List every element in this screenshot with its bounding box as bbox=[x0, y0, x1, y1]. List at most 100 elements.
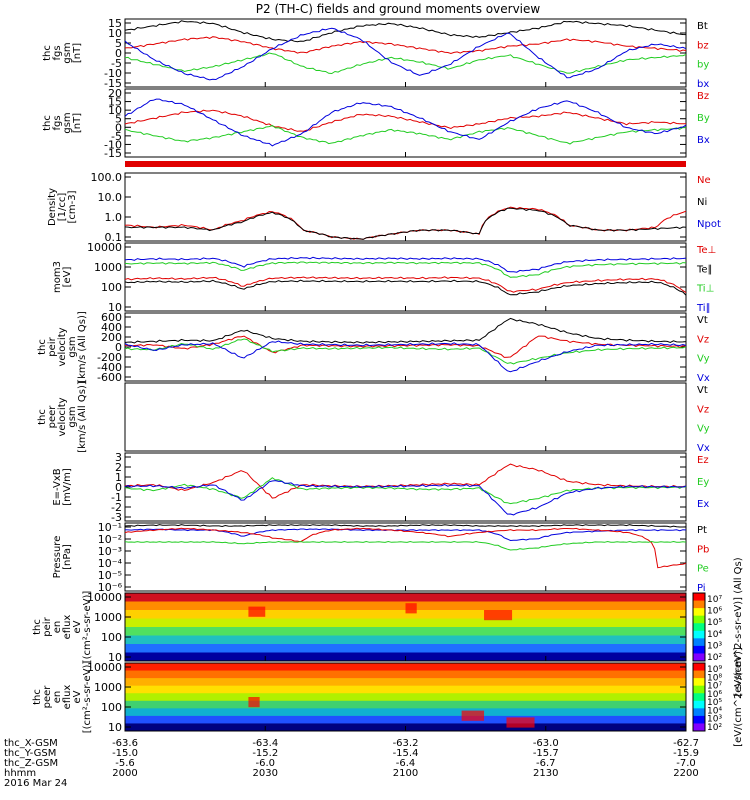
y-axis-label: [nT] bbox=[72, 43, 83, 63]
y-tick-label: -600 bbox=[97, 371, 122, 384]
y-tick-label: 10.0 bbox=[98, 191, 123, 204]
x-tick-label: 2000 bbox=[112, 768, 137, 779]
y-axis-label: fgs bbox=[52, 45, 63, 60]
colorbar-segment bbox=[693, 715, 705, 724]
colorbar-segment bbox=[693, 685, 705, 694]
y-axis-label: peer bbox=[42, 685, 53, 709]
y-tick-label: 10 bbox=[108, 651, 122, 664]
legend-entry: Pb bbox=[697, 544, 709, 555]
y-axis-label: en bbox=[52, 691, 63, 704]
legend-entry: Te∥ bbox=[696, 264, 713, 275]
colorbar-tick-label: 10⁶ bbox=[707, 607, 722, 617]
colorbar-tick-label: 10⁵ bbox=[707, 698, 722, 708]
y-tick-label: -15 bbox=[104, 77, 122, 90]
spectrogram-hotspot bbox=[248, 697, 260, 708]
y-axis-label: thc bbox=[32, 689, 43, 705]
series-Pb bbox=[124, 527, 687, 569]
y-tick-label: 15 bbox=[108, 17, 122, 30]
x-tick-label: -7.0 bbox=[676, 758, 696, 769]
y-tick-label: 10000 bbox=[87, 591, 122, 604]
y-tick-label: 20 bbox=[108, 87, 122, 100]
y-axis-label: eflux bbox=[62, 615, 73, 640]
colorbar-tick-label: 10⁴ bbox=[707, 630, 722, 640]
legend-entry: Ez bbox=[697, 455, 709, 466]
legend-entry: Ti⊥ bbox=[696, 284, 714, 295]
legend-entry: Vy bbox=[697, 354, 710, 365]
spectrogram-band bbox=[125, 593, 686, 602]
x-tick-label: -63.0 bbox=[533, 738, 559, 749]
legend-entry: Pe bbox=[697, 564, 709, 575]
colorbar-label: [eV/(cm^2-s-sr-eV)] bbox=[733, 647, 744, 747]
plot-title: P2 (TH-C) fields and ground moments over… bbox=[256, 2, 541, 16]
y-axis-label: thc bbox=[32, 619, 43, 635]
y-tick-label: 1000 bbox=[94, 611, 122, 624]
y-axis-label: [nT] bbox=[72, 113, 83, 133]
colorbar-frame bbox=[692, 592, 706, 662]
panel-frame bbox=[124, 522, 687, 592]
legend-entry: Ex bbox=[697, 499, 709, 510]
x-tick-label: -62.7 bbox=[673, 738, 699, 749]
legend-entry: bz bbox=[697, 40, 709, 51]
y-tick-label: 10⁻² bbox=[98, 533, 122, 546]
colorbar-segment bbox=[693, 723, 705, 732]
y-tick-label: -10 bbox=[104, 138, 122, 151]
y-axis-label: [1/cc] bbox=[57, 193, 68, 222]
series-By bbox=[124, 124, 687, 145]
y-axis-label: [cm-3] bbox=[67, 190, 78, 223]
y-tick-label: -5 bbox=[111, 130, 122, 143]
legend-entry: Pt bbox=[697, 525, 707, 536]
legend-entry: Ni bbox=[697, 197, 707, 208]
y-tick-label: 10 bbox=[108, 104, 122, 117]
colorbar-segment bbox=[693, 630, 705, 639]
series-bz bbox=[124, 36, 687, 55]
y-axis-label: velocity bbox=[57, 327, 68, 366]
colorbar-tick-label: 10⁶ bbox=[707, 690, 722, 700]
y-tick-label: 10 bbox=[108, 721, 122, 734]
panel-frame bbox=[124, 18, 687, 88]
y-axis-label: gsm bbox=[67, 406, 78, 427]
legend-entry: Vx bbox=[697, 373, 710, 384]
series-Ey bbox=[124, 477, 687, 505]
legend-entry: Vx bbox=[697, 443, 710, 454]
legend-entry: Te⊥ bbox=[696, 245, 716, 256]
spectrogram-band bbox=[125, 610, 686, 619]
y-tick-label: 0 bbox=[115, 47, 122, 60]
y-axis-label: thc bbox=[37, 339, 48, 355]
y-axis-label: en bbox=[52, 621, 63, 634]
y-tick-label: 10 bbox=[108, 301, 122, 314]
y-axis-label: [km/s (All Qs)] bbox=[77, 381, 88, 453]
spectrogram-band bbox=[125, 708, 686, 717]
series-Pt bbox=[124, 524, 687, 528]
y-axis-label: gsm bbox=[62, 42, 73, 63]
x-axis-row-label: thc_X-GSM bbox=[4, 738, 58, 749]
x-tick-label: -6.7 bbox=[536, 758, 556, 769]
colorbar-label: [eV/(cm^2-s-sr-eV)] (All Qs) bbox=[733, 557, 744, 696]
legend-entry: Bz bbox=[697, 91, 709, 102]
colorbar-tick-label: 10² bbox=[707, 723, 722, 733]
panel-pressure: 10⁻¹10⁻²10⁻³10⁻⁴10⁻⁵10⁻⁶ Pressure [nPa] Pt P… bbox=[52, 521, 709, 594]
legend-entry: Bx bbox=[697, 135, 710, 146]
legend-entry: Vz bbox=[697, 334, 709, 345]
colorbar-tick-label: 10⁵ bbox=[707, 618, 722, 628]
spectrogram-band bbox=[125, 663, 686, 672]
y-tick-label: 600 bbox=[101, 311, 122, 324]
y-tick-label: -200 bbox=[97, 351, 122, 364]
panel-frame bbox=[124, 312, 687, 382]
y-tick-label: 10⁻⁴ bbox=[98, 557, 123, 570]
panel-temperature: 10000 1000 100 10 mom3 [eV] Te⊥ Te∥ Ti⊥ Ti∥ bbox=[52, 241, 716, 314]
colorbar-segment bbox=[693, 615, 705, 624]
y-tick-label: 0 bbox=[115, 481, 122, 494]
legend-entry: Ne bbox=[697, 175, 711, 186]
y-axis-label: Density bbox=[47, 188, 58, 226]
x-tick-label: 2130 bbox=[533, 768, 558, 779]
series-Vt bbox=[124, 317, 687, 344]
spectrogram-band bbox=[125, 685, 686, 694]
y-tick-label: 200 bbox=[101, 331, 122, 344]
y-tick-label: -3 bbox=[111, 511, 122, 524]
y-axis-label: peir bbox=[42, 616, 53, 636]
panel-density: 100.0 10.0 1.0 0.1 Density [1/cc] [cm-3] Ne Ni Np… bbox=[47, 171, 721, 244]
